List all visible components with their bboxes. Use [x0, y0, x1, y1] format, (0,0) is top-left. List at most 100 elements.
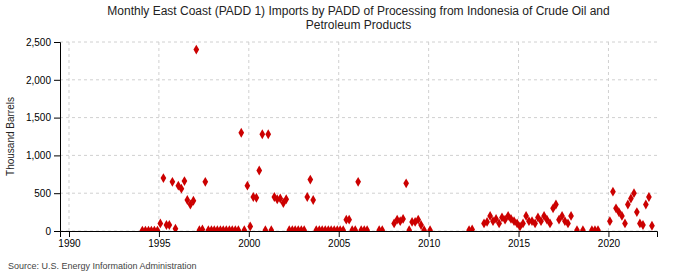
tick-label: 2005	[328, 238, 351, 249]
point	[259, 129, 265, 139]
grid-line	[60, 117, 657, 118]
point	[574, 225, 580, 231]
tick-mark	[54, 118, 60, 119]
point	[631, 188, 637, 198]
point	[352, 225, 358, 231]
point	[547, 219, 553, 229]
tick-mark	[54, 193, 60, 194]
axis-line	[54, 43, 61, 232]
tick: 2020	[598, 231, 621, 249]
tick: 1990	[58, 231, 81, 249]
point	[553, 200, 559, 210]
y-axis-title: Thousand Barrels	[5, 97, 16, 176]
point	[421, 225, 427, 231]
point	[182, 176, 188, 186]
point	[256, 166, 262, 176]
point	[649, 221, 655, 231]
tick: 2,000	[26, 75, 60, 86]
point	[346, 215, 352, 225]
point	[469, 225, 475, 231]
tick-mark	[339, 231, 340, 237]
grid-line	[60, 193, 657, 194]
grid-line	[338, 42, 339, 231]
axis-line	[61, 232, 658, 238]
point	[622, 219, 628, 229]
point	[245, 181, 251, 191]
grid-line	[60, 155, 657, 156]
tick: 2005	[328, 231, 351, 249]
tick: 1,000	[26, 150, 60, 161]
point	[427, 225, 433, 231]
point	[283, 194, 289, 204]
point	[241, 225, 247, 231]
grid-line	[60, 79, 657, 80]
point	[236, 225, 242, 231]
tick-label: 2000	[238, 238, 261, 249]
point	[170, 177, 176, 187]
x-axis: 1990 1995 2000 2005 2010 2015 2020	[58, 231, 657, 249]
point	[520, 219, 526, 229]
point	[565, 219, 571, 229]
point	[640, 220, 646, 230]
tick-label: 2,500	[26, 37, 51, 48]
point	[646, 192, 652, 202]
point	[166, 220, 172, 230]
tick: 2000	[238, 231, 261, 249]
point	[173, 224, 179, 231]
point	[265, 129, 271, 139]
tick-mark	[159, 231, 160, 237]
point	[340, 225, 346, 231]
grid-line	[68, 42, 69, 231]
grid-line	[158, 42, 159, 231]
point	[355, 177, 361, 187]
point	[301, 225, 307, 231]
grid-line	[608, 42, 609, 231]
point	[400, 214, 406, 224]
tick: 2010	[418, 231, 441, 249]
point	[263, 225, 269, 231]
plot-area: 1990 1995 2000 2005 2010 2015 2020 0 500 1,000 1,5…	[26, 37, 658, 249]
point	[403, 178, 409, 188]
point	[595, 225, 601, 231]
point	[643, 200, 649, 210]
tick-mark	[519, 231, 520, 237]
tick-label: 1,500	[26, 112, 51, 123]
tick: 1,500	[26, 112, 60, 123]
point	[191, 196, 197, 206]
tick-mark	[69, 231, 70, 237]
tick-label: 1990	[58, 238, 81, 249]
point	[310, 195, 316, 205]
grid	[60, 42, 657, 231]
point	[364, 225, 370, 231]
grid-line	[428, 42, 429, 231]
tick-label: 2010	[418, 238, 441, 249]
tick: 500	[34, 188, 60, 199]
tick-mark	[54, 42, 60, 43]
tick-label: 2015	[508, 238, 531, 249]
tick-mark	[608, 231, 609, 237]
tick-label: 0	[45, 226, 51, 237]
point	[157, 219, 163, 229]
point	[161, 173, 167, 183]
point	[304, 192, 310, 202]
tick: 0	[45, 226, 60, 237]
point	[379, 225, 385, 231]
grid-line	[518, 42, 519, 231]
tick-label: 1,000	[26, 150, 51, 161]
title: Monthly East Coast (PADD 1) Imports by P…	[107, 4, 609, 32]
point	[610, 187, 616, 197]
point	[634, 207, 640, 217]
source: Source: U.S. Energy Information Administ…	[8, 261, 197, 271]
tick-mark	[54, 80, 60, 81]
grid-line	[248, 42, 249, 231]
tick-label: 500	[34, 188, 51, 199]
tick: 1995	[148, 231, 171, 249]
y-axis: 0 500 1,000 1,500 2,000 2,500	[26, 37, 61, 237]
point	[607, 216, 613, 226]
tick-label: 2,000	[26, 75, 51, 86]
point	[254, 193, 260, 203]
tick-mark	[249, 231, 250, 237]
point	[568, 211, 574, 221]
chart: 1990 1995 2000 2005 2010 2015 2020 0 500 1,000 1,5…	[0, 0, 675, 275]
point	[200, 225, 206, 231]
